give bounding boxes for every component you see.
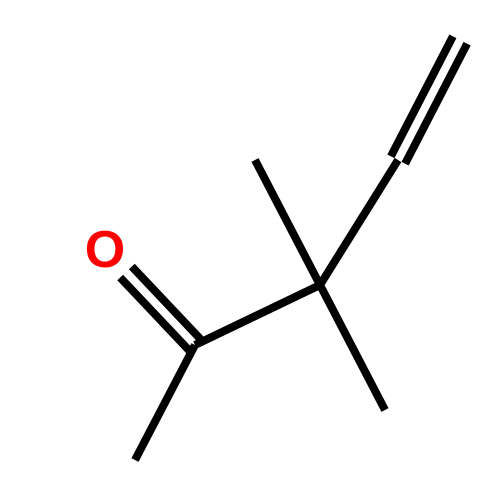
molecule-diagram: O	[0, 0, 500, 500]
atom-label-O: O	[85, 221, 125, 279]
atom-label-layer: O	[85, 221, 125, 279]
bond-layer	[120, 36, 467, 460]
